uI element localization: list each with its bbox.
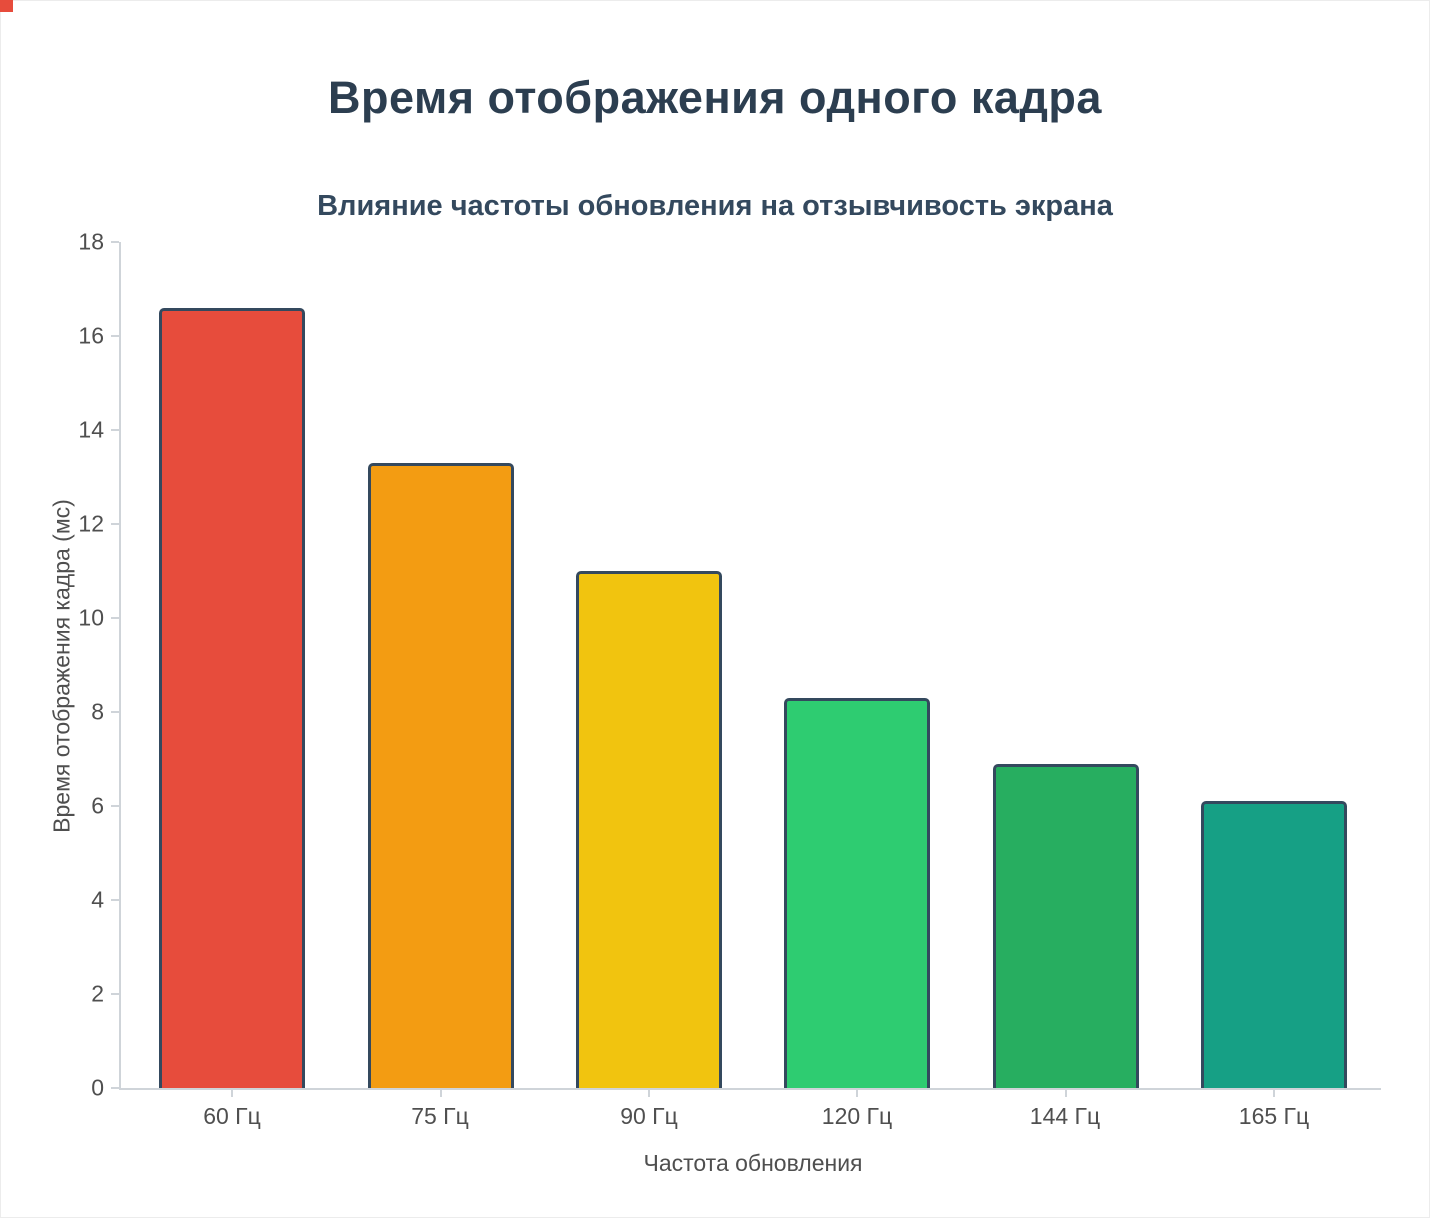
x-tick-mark: [1065, 1090, 1067, 1097]
x-tick-mark: [1273, 1090, 1275, 1097]
y-axis-title: Время отображения кадра (мс): [48, 499, 75, 833]
y-tick-mark: [111, 899, 119, 901]
x-category-label: 165 Гц: [1238, 1103, 1310, 1129]
x-tick-mark: [231, 1090, 233, 1097]
x-axis-title: Частота обновления: [643, 1150, 863, 1176]
y-tick-mark: [111, 711, 119, 713]
chart-bar: [159, 308, 305, 1088]
y-tick-mark: [111, 335, 119, 337]
y-tick-label: 14: [78, 416, 104, 443]
y-tick-mark: [111, 523, 119, 525]
chart-bar: [784, 698, 930, 1088]
x-tick-mark: [440, 1090, 442, 1097]
y-tick-mark: [111, 429, 119, 431]
y-tick-mark: [111, 617, 119, 619]
corner-artifact: [0, 0, 13, 12]
x-tick-mark: [648, 1090, 650, 1097]
y-tick-label: 8: [91, 698, 104, 725]
y-tick-label: 6: [91, 792, 104, 819]
chart-title: Время отображения одного кадра: [328, 72, 1102, 123]
y-axis-line: [119, 242, 121, 1090]
y-tick-label: 0: [91, 1074, 104, 1101]
y-tick-mark: [111, 1087, 119, 1089]
y-tick-label: 4: [91, 886, 104, 913]
x-category-label: 90 Гц: [620, 1103, 678, 1129]
chart-bar: [993, 764, 1139, 1088]
x-axis-line: [119, 1088, 1381, 1090]
y-tick-mark: [111, 805, 119, 807]
chart-bar: [576, 571, 722, 1088]
y-tick-label: 16: [78, 322, 104, 349]
y-tick-label: 12: [78, 510, 104, 537]
x-category-label: 120 Гц: [821, 1103, 893, 1129]
y-tick-mark: [111, 241, 119, 243]
chart-bar: [1201, 801, 1347, 1088]
chart-bar: [368, 463, 514, 1088]
y-tick-label: 18: [78, 228, 104, 255]
chart-subtitle: Влияние частоты обновления на отзывчивос…: [317, 190, 1113, 222]
y-tick-label: 10: [78, 604, 104, 631]
y-tick-mark: [111, 993, 119, 995]
x-category-label: 144 Гц: [1029, 1103, 1101, 1129]
x-category-label: 75 Гц: [411, 1103, 469, 1129]
x-tick-mark: [856, 1090, 858, 1097]
x-category-label: 60 Гц: [203, 1103, 261, 1129]
y-tick-label: 2: [91, 980, 104, 1007]
